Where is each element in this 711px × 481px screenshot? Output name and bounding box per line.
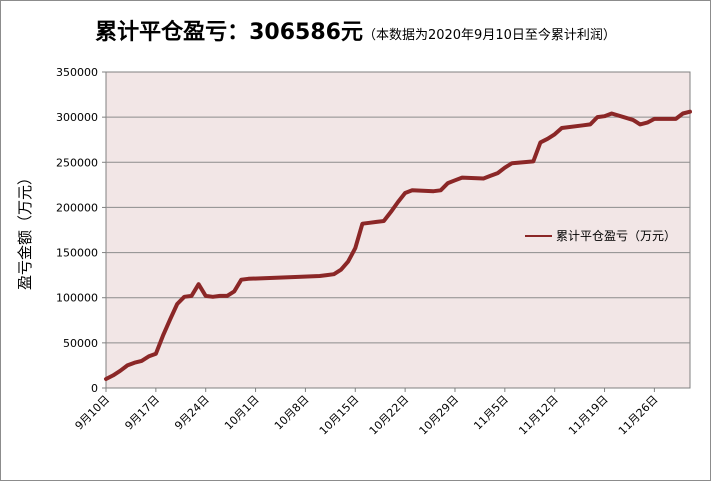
y-tick-label: 350000 bbox=[56, 66, 98, 79]
title-main: 累计平仓盈亏：306586元 bbox=[95, 20, 363, 45]
legend: 累计平仓盈亏（万元） bbox=[525, 229, 676, 243]
x-tick-label: 11月12日 bbox=[516, 393, 561, 438]
x-axis: 9月10日 9月17日 9月24日 10月1日 10月8日 10月15日 10月22日 10月… bbox=[73, 388, 661, 437]
y-axis: 0 50000 100000 150000 200000 250000 300000 3500… bbox=[56, 66, 106, 395]
x-tick-label: 11月5日 bbox=[471, 393, 511, 433]
legend-label: 累计平仓盈亏（万元） bbox=[556, 229, 676, 243]
chart-title: 累计平仓盈亏：306586元（本数据为2020年9月10日至今累计利润） bbox=[0, 14, 711, 46]
gridlines bbox=[106, 116, 690, 344]
y-tick-label: 0 bbox=[91, 382, 98, 395]
y-tick-label: 200000 bbox=[56, 201, 98, 214]
y-tick-label: 50000 bbox=[63, 337, 98, 350]
x-tick-label: 9月10日 bbox=[73, 393, 113, 433]
y-tick-label: 150000 bbox=[56, 247, 98, 260]
x-tick-label: 9月17日 bbox=[122, 393, 162, 433]
x-tick-label: 10月29日 bbox=[417, 393, 462, 438]
x-tick-label: 10月1日 bbox=[222, 393, 262, 433]
x-tick-label: 10月15日 bbox=[317, 393, 362, 438]
y-tick-label: 100000 bbox=[56, 292, 98, 305]
y-tick-label: 300000 bbox=[56, 111, 98, 124]
title-sub: （本数据为2020年9月10日至今累计利润） bbox=[362, 28, 616, 43]
x-tick-label: 9月24日 bbox=[172, 393, 212, 433]
y-tick-label: 250000 bbox=[56, 156, 98, 169]
x-tick-label: 10月22日 bbox=[367, 393, 412, 438]
y-axis-label: 盈亏金额（万元） bbox=[16, 170, 34, 290]
x-tick-label: 10月8日 bbox=[272, 393, 312, 433]
x-tick-label: 11月19日 bbox=[566, 393, 611, 438]
x-tick-label: 11月26日 bbox=[616, 393, 661, 438]
series-line bbox=[104, 109, 692, 381]
